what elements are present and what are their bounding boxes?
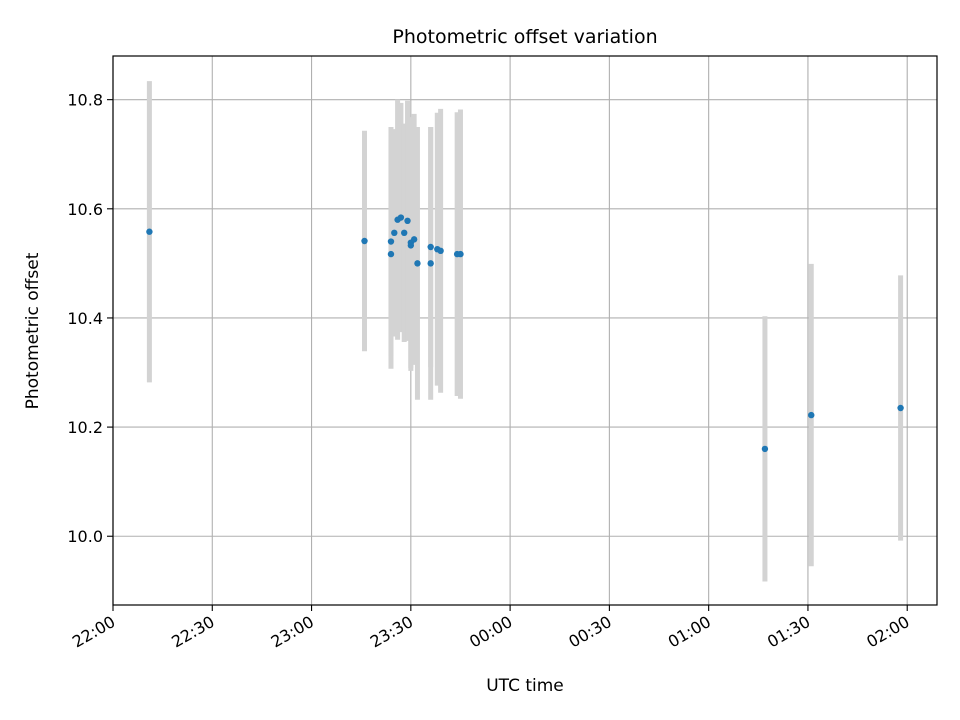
y-tick-label: 10.0 <box>67 527 103 546</box>
y-axis-label: Photometric offset <box>23 252 43 409</box>
data-point <box>457 250 464 258</box>
data-point <box>397 214 405 221</box>
plot-area-frame <box>112 55 938 606</box>
y-tick-label: 10.2 <box>67 418 103 437</box>
data-points <box>146 214 904 453</box>
data-point <box>391 229 398 237</box>
x-axis-label: UTC time <box>486 676 564 696</box>
data-point <box>897 404 904 412</box>
data-point <box>410 236 418 243</box>
y-tick-label: 10.8 <box>67 91 103 110</box>
data-point <box>427 243 434 251</box>
data-point <box>808 411 815 419</box>
data-point <box>387 238 395 245</box>
data-point <box>407 242 415 249</box>
y-axis-ticks: 10.0 10.2 10.4 10.6 10.8 <box>67 91 113 546</box>
data-point <box>761 445 769 453</box>
data-point <box>387 250 395 258</box>
y-tick-label: 10.4 <box>67 309 103 328</box>
data-point <box>414 260 421 267</box>
data-point <box>404 217 411 225</box>
data-point <box>437 247 444 255</box>
y-tick-label: 10.6 <box>67 200 103 219</box>
grid <box>112 56 937 605</box>
data-point <box>401 229 408 237</box>
data-point <box>427 260 434 267</box>
chart-title: Photometric offset variation <box>392 26 657 48</box>
data-point <box>146 228 153 235</box>
data-point <box>361 237 368 245</box>
